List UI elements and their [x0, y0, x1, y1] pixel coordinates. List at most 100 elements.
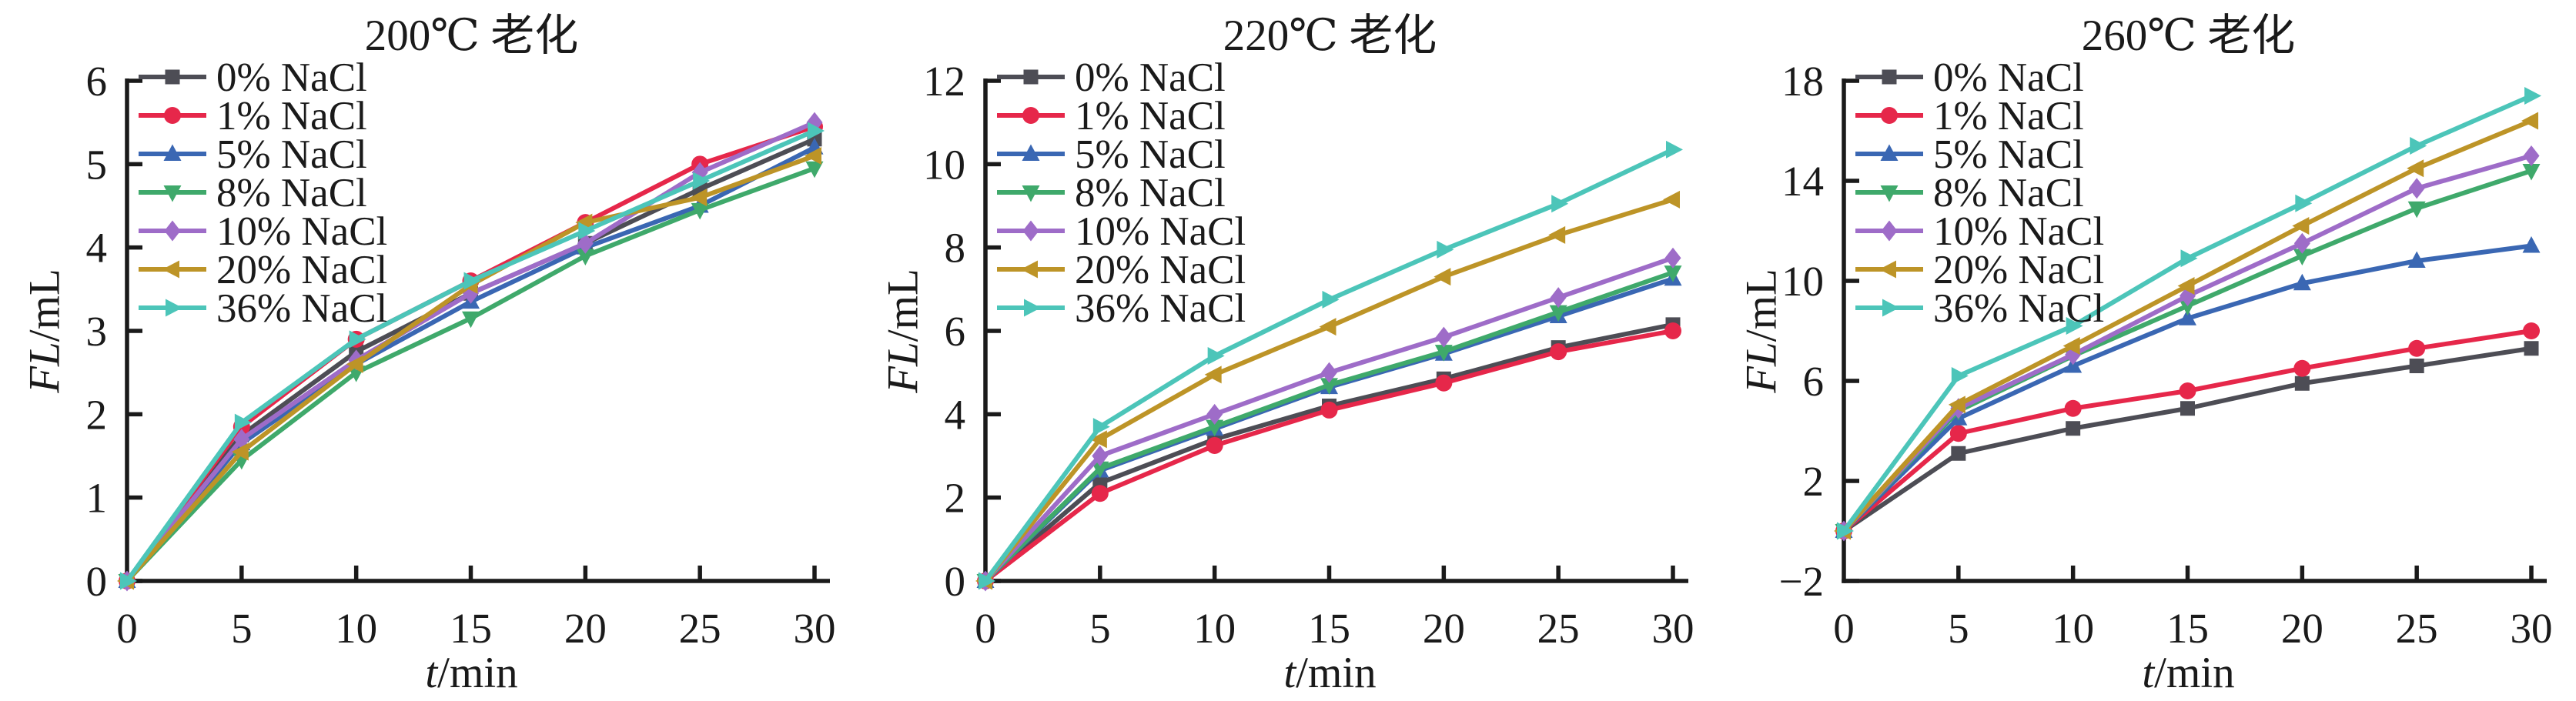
y-tick-label: 2 [1803, 458, 1825, 505]
x-tick-label: 5 [1089, 605, 1111, 652]
triangle-right-marker [1551, 195, 1569, 213]
diamond-marker [1881, 220, 1898, 242]
diamond-marker [1206, 403, 1223, 425]
triangle-right-marker [234, 413, 252, 432]
triangle-down-marker [1022, 185, 1040, 202]
circle-marker [1949, 425, 1967, 442]
triangle-up-marker [2179, 309, 2196, 325]
legend-label: 5% NaCl [216, 132, 367, 177]
y-ticks: 0 2 4 6 8 10 12 [923, 58, 1001, 605]
legend-item-10-nacl: 10% NaCl [139, 209, 387, 254]
triangle-down-marker [2522, 164, 2541, 181]
circle-marker [2179, 382, 2196, 399]
circle-marker [1435, 374, 1453, 392]
triangle-right-marker [578, 222, 596, 240]
x-tick-label: 5 [1948, 605, 1969, 652]
y-axis-label-italic: FL [20, 342, 69, 393]
chart-title-220c: 220℃ 老化 [1223, 12, 1437, 60]
legend-label: 0% NaCl [1933, 55, 2084, 100]
y-tick-label: 14 [1781, 158, 1824, 205]
legend-label: 8% NaCl [216, 171, 367, 215]
triangle-right-marker [1837, 522, 1854, 540]
triangle-down-marker [462, 311, 480, 329]
y-axis-label-220c: FL/mL [878, 269, 928, 393]
y-tick-label: 5 [86, 141, 108, 188]
x-tick-label: 30 [794, 605, 836, 652]
x-tick-label: 25 [1537, 605, 1580, 652]
legend-item-5-nacl: 5% NaCl [139, 132, 367, 177]
x-tick-label: 20 [564, 605, 607, 652]
square-marker [2066, 421, 2081, 436]
legend-label: 36% NaCl [1075, 286, 1246, 331]
legend-item-0-nacl: 0% NaCl [139, 55, 367, 100]
x-axis-label-220c: t/min [985, 648, 1674, 698]
legend-item-1-nacl: 1% NaCl [1855, 94, 2084, 139]
legend-item-8-nacl: 8% NaCl [997, 171, 1226, 215]
y-tick-label: 1 [86, 475, 108, 522]
x-axis-label-rest: /min [437, 649, 518, 697]
legend-label: 0% NaCl [216, 55, 367, 100]
triangle-up-marker [1880, 144, 1899, 161]
triangle-up-marker [2522, 236, 2541, 253]
legend-item-1-nacl: 1% NaCl [997, 94, 1226, 139]
circle-marker [1664, 322, 1681, 339]
square-marker [2409, 359, 2424, 373]
legend-item-0-nacl: 0% NaCl [997, 55, 1226, 100]
legend-item-0-nacl: 0% NaCl [1855, 55, 2084, 100]
triangle-down-marker [1549, 305, 1567, 322]
triangle-right-marker [1882, 299, 1899, 317]
y-tick-label: 10 [1781, 258, 1824, 305]
y-tick-label: 6 [1803, 358, 1825, 405]
triangle-right-marker [120, 572, 137, 590]
square-marker [2180, 401, 2195, 416]
x-tick-label: 25 [2396, 605, 2438, 652]
x-tick-label: 20 [1423, 605, 1465, 652]
legend-label: 5% NaCl [1075, 132, 1226, 177]
x-tick-label: 25 [679, 605, 721, 652]
legend-item-10-nacl: 10% NaCl [997, 209, 1246, 254]
triangle-down-marker [1320, 378, 1338, 395]
y-tick-label: 8 [945, 225, 966, 272]
y-ticks: −2 2 6 10 14 18 [1778, 58, 1859, 605]
triangle-left-marker [2292, 217, 2310, 235]
triangle-left-marker [346, 355, 363, 373]
triangle-up-marker [2407, 251, 2426, 268]
triangle-left-marker [1204, 366, 1222, 384]
chart-title-260c: 260℃ 老化 [2081, 12, 2296, 60]
triangle-right-marker [1322, 290, 1340, 309]
panel-260c: −2 2 6 10 14 18 0 5 10 15 20 25 30 0% NaCl 1% NaCl 5% N… [1717, 0, 2576, 701]
triangle-down-marker [1091, 461, 1109, 479]
y-tick-label: 0 [86, 558, 108, 605]
circle-marker [1206, 436, 1223, 454]
triangle-right-marker [2180, 249, 2198, 268]
triangle-left-marker [1089, 430, 1107, 449]
legend-label: 0% NaCl [1075, 55, 1226, 100]
legend-label: 1% NaCl [1933, 94, 2084, 139]
legend-label: 20% NaCl [1075, 248, 1246, 292]
triangle-right-marker [1207, 347, 1225, 365]
series-0-nacl [1836, 341, 2539, 539]
diamond-marker [1435, 326, 1452, 348]
legend-item-10-nacl: 10% NaCl [1855, 209, 2104, 254]
panel-200c: 0 1 2 3 4 5 6 0 5 10 15 20 25 30 0% NaCl 1% NaCl 5% NaCl… [0, 0, 859, 701]
y-tick-label: 2 [945, 475, 966, 522]
x-ticks: 0 5 10 15 20 25 30 [116, 566, 836, 652]
y-tick-label: 0 [945, 558, 966, 605]
circle-marker [1881, 107, 1898, 124]
diamond-marker [1092, 446, 1109, 466]
triangle-left-marker [162, 260, 179, 279]
legend-label: 1% NaCl [216, 94, 367, 139]
legend-item-20-nacl: 20% NaCl [1855, 248, 2104, 292]
triangle-down-marker [576, 249, 594, 265]
triangle-left-marker [2062, 337, 2080, 355]
x-tick-label: 10 [1193, 605, 1236, 652]
triangle-down-marker [2179, 299, 2196, 315]
legend-label: 10% NaCl [216, 209, 387, 254]
x-axis-label-rest: /min [1296, 649, 1377, 697]
x-tick-label: 30 [1652, 605, 1694, 652]
triangle-right-marker [2410, 137, 2427, 155]
triangle-down-marker [691, 202, 709, 220]
